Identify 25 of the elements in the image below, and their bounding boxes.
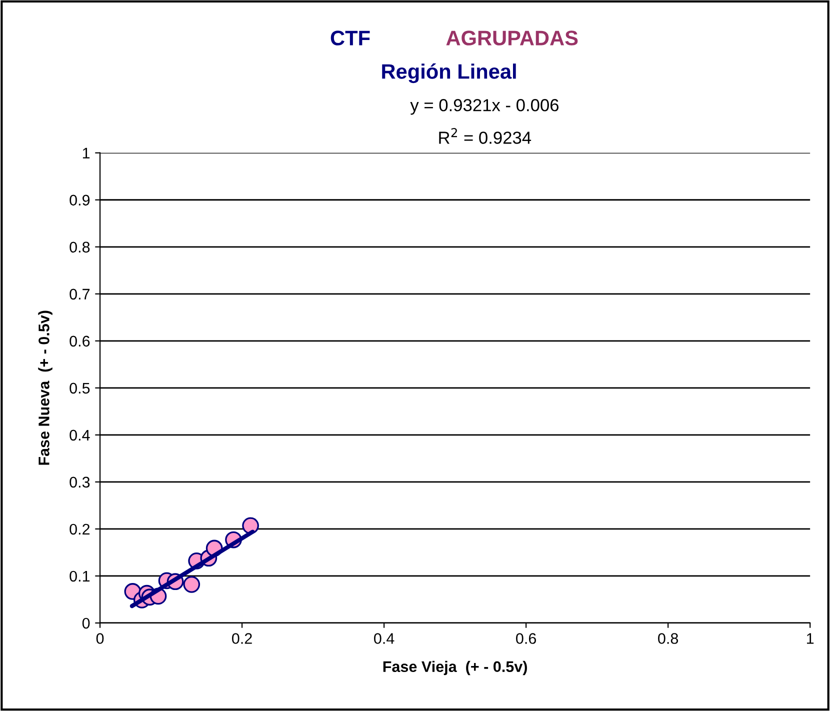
text: y = 0.9321x - 0.006 (410, 99, 559, 115)
y-tick-label: 0.6 (70, 336, 90, 347)
y-tick-label: 0.9 (70, 194, 90, 206)
y-tick-label: 0.2 (70, 524, 90, 535)
y-axis-title: Fase Nueva (+ - 0.5v) (38, 310, 52, 465)
y-tick-label: 0.3 (70, 476, 90, 488)
point (183, 576, 200, 593)
chart-title: CTF (330, 30, 370, 46)
y-tick-label: 1 (82, 148, 90, 158)
y-tick-label: 0.1 (70, 570, 90, 582)
y-tick-label: 0 (82, 618, 90, 629)
x-tick-label: 0 (96, 633, 104, 644)
y-tick-label: 0.8 (70, 242, 90, 253)
x-tick-label: 1 (806, 633, 814, 644)
x-axis-title: Fase Vieja (+ - 0.5v) (383, 660, 527, 676)
y-tick-label: 0.4 (70, 430, 90, 441)
text: AGRUPADAS (446, 30, 578, 46)
chart-subtitle: Región Lineal (382, 63, 516, 84)
x-tick-label: 0.4 (374, 633, 394, 644)
x-tick-label: 0.6 (516, 633, 536, 644)
x-tick-label: 0.2 (232, 633, 252, 644)
text: R$^{2}$ = 0.9234 (439, 128, 532, 144)
y-tick-label: 0.7 (70, 288, 90, 300)
x-tick-label: 0.8 (658, 633, 678, 644)
y-tick-label: 0.5 (70, 382, 90, 394)
